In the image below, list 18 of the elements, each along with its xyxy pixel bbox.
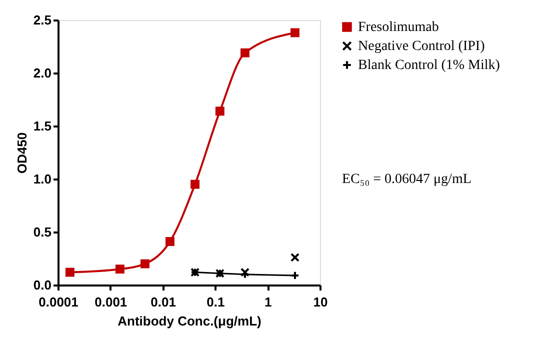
y-tick-label: 1.0 (33, 172, 52, 186)
x-tick-label: 0.1 (206, 294, 225, 310)
y-tick-label: 0.0 (33, 278, 52, 292)
y-tick-label: 0.5 (33, 224, 52, 240)
legend-label: Fresolimumab (358, 20, 439, 35)
x-tick-label: 0.0001 (38, 294, 78, 310)
x-axis-title: Antibody Conc.(μg/mL) (118, 314, 262, 328)
text: EC₅₀ = 0.06047 μg/mL (342, 172, 472, 187)
legend-label: Negative Control (IPI) (358, 39, 486, 54)
legend-label: Blank Control (1% Milk) (358, 58, 500, 73)
y-axis-title: OD450 (14, 132, 30, 174)
x-tick-label: 10 (313, 294, 328, 310)
y-tick-label: 2.5 (33, 12, 52, 28)
x-tick-label: 1 (264, 294, 272, 310)
y-tick-label: 1.5 (33, 118, 52, 134)
y-tick-label: 2.0 (33, 66, 52, 80)
x-tick-label: 0.001 (94, 294, 128, 310)
x-tick-label: 0.01 (150, 294, 176, 310)
